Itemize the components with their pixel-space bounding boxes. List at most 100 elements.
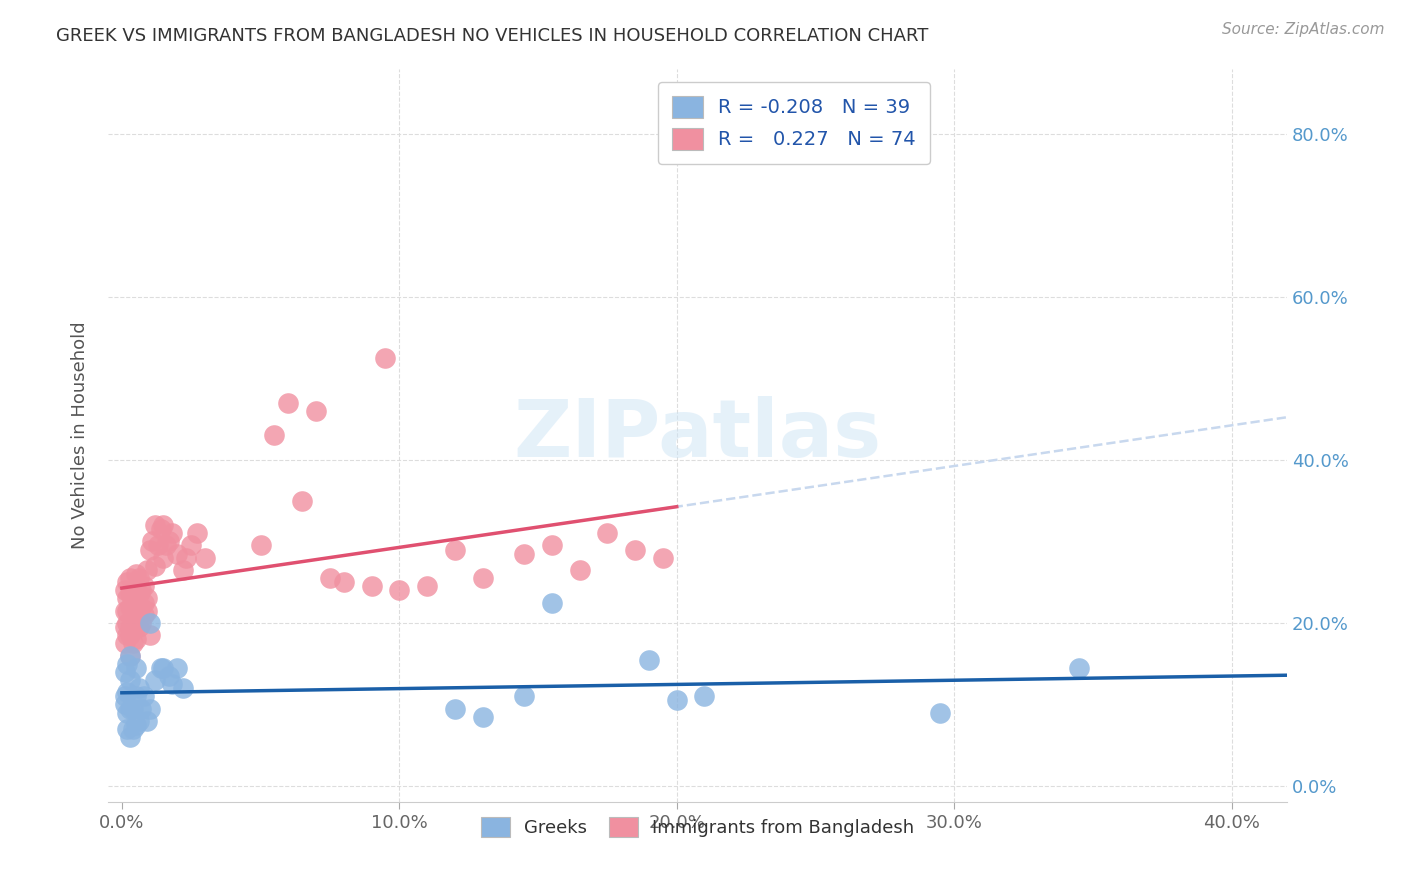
Point [120,620,142,634]
Point [135,563,157,577]
Point [120,730,142,744]
Point [129,599,152,614]
Point [120,673,142,687]
Point [132,579,155,593]
Point [117,575,139,590]
Point [125,661,148,675]
Point [929,706,952,720]
Point [122,604,145,618]
Point [117,657,139,671]
Point [693,690,716,704]
Point [125,632,148,647]
Point [128,587,150,601]
Point [117,722,139,736]
Text: Source: ZipAtlas.com: Source: ZipAtlas.com [1222,22,1385,37]
Point [120,628,142,642]
Point [149,522,172,536]
Point [125,566,148,581]
Point [638,652,661,666]
Point [117,615,139,630]
Point [122,701,145,715]
Point [160,526,183,541]
Point [114,665,136,679]
Point [120,701,142,715]
Point [149,661,172,675]
Point [117,685,139,699]
Point [114,583,136,598]
Point [263,428,285,442]
Point [596,526,619,541]
Point [129,615,152,630]
Point [125,718,148,732]
Point [152,550,174,565]
Point [665,693,688,707]
Point [128,681,150,695]
Point [125,599,148,614]
Point [360,579,382,593]
Point [128,714,150,728]
Point [166,547,188,561]
Point [117,706,139,720]
Point [135,591,157,606]
Point [443,701,465,715]
Point [138,615,160,630]
Point [174,550,197,565]
Point [128,620,150,634]
Point [143,518,166,533]
Point [624,542,647,557]
Point [114,620,136,634]
Point [128,604,150,618]
Point [122,620,145,634]
Point [568,563,591,577]
Point [651,550,673,565]
Point [443,542,465,557]
Point [152,661,174,675]
Point [135,714,157,728]
Point [129,583,152,598]
Legend: Greeks, Immigrants from Bangladesh: Greeks, Immigrants from Bangladesh [474,809,921,845]
Point [277,396,299,410]
Point [132,607,155,622]
Point [122,583,145,598]
Point [249,538,271,552]
Point [172,681,194,695]
Point [471,571,494,585]
Point [138,701,160,715]
Point [114,698,136,712]
Point [541,538,564,552]
Point [513,547,536,561]
Point [319,571,342,585]
Y-axis label: No Vehicles in Household: No Vehicles in Household [72,322,89,549]
Point [120,648,142,663]
Point [152,518,174,533]
Point [291,493,314,508]
Point [143,673,166,687]
Point [129,701,152,715]
Point [138,542,160,557]
Point [128,571,150,585]
Point [541,595,564,609]
Point [172,563,194,577]
Point [146,538,169,552]
Point [305,404,328,418]
Point [416,579,439,593]
Point [114,690,136,704]
Point [120,587,142,601]
Point [114,604,136,618]
Point [138,628,160,642]
Point [120,648,142,663]
Point [157,669,180,683]
Point [135,604,157,618]
Point [120,571,142,585]
Point [1067,661,1090,675]
Point [180,538,202,552]
Point [155,538,177,552]
Point [114,636,136,650]
Point [125,690,148,704]
Point [120,599,142,614]
Point [143,558,166,573]
Point [117,591,139,606]
Point [132,595,155,609]
Point [186,526,208,541]
Point [125,615,148,630]
